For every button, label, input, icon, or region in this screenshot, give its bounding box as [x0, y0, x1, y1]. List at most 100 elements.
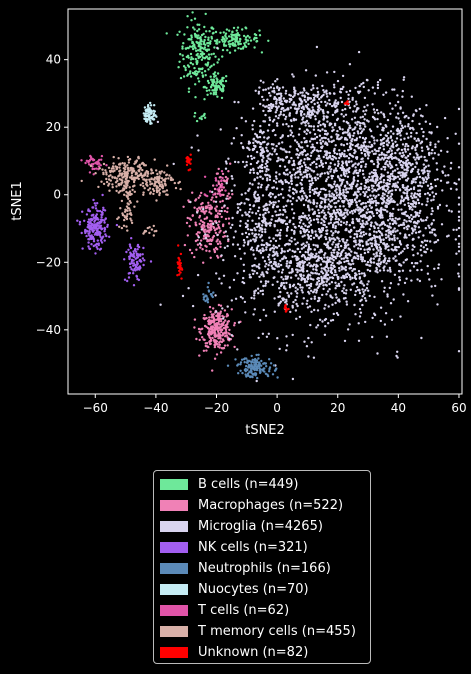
- data-point: [330, 257, 334, 260]
- data-point: [191, 304, 195, 308]
- data-point: [323, 223, 326, 227]
- data-point: [278, 347, 281, 351]
- data-point: [281, 188, 284, 191]
- data-point: [208, 223, 211, 226]
- data-point: [252, 137, 256, 140]
- data-point: [272, 250, 275, 253]
- data-point: [323, 276, 326, 279]
- data-point: [357, 209, 360, 212]
- data-point: [359, 193, 362, 196]
- data-point: [297, 282, 300, 286]
- data-point: [398, 270, 401, 273]
- data-point: [371, 242, 374, 245]
- data-point: [276, 254, 279, 257]
- data-point: [375, 252, 378, 255]
- data-point: [315, 234, 319, 237]
- data-point: [305, 173, 309, 176]
- data-point: [334, 293, 337, 296]
- data-point: [392, 257, 395, 260]
- data-point: [127, 276, 131, 279]
- data-point: [285, 222, 289, 226]
- data-point: [261, 256, 265, 259]
- data-point: [375, 108, 379, 112]
- data-point: [261, 219, 264, 223]
- data-point: [285, 335, 288, 338]
- data-point: [239, 208, 242, 212]
- data-point: [303, 158, 306, 161]
- data-point: [354, 162, 357, 165]
- data-point: [405, 225, 408, 229]
- data-point: [278, 173, 281, 176]
- data-point: [215, 77, 218, 80]
- data-point: [232, 26, 236, 30]
- data-point: [394, 104, 397, 107]
- data-point: [319, 173, 322, 176]
- data-point: [308, 286, 311, 290]
- data-point: [418, 279, 422, 283]
- data-point: [248, 182, 252, 185]
- data-point: [223, 344, 227, 347]
- data-point: [306, 169, 309, 172]
- data-point: [219, 87, 222, 91]
- data-point: [301, 261, 304, 264]
- data-point: [211, 369, 214, 372]
- data-point: [279, 290, 282, 294]
- data-point: [103, 239, 106, 242]
- data-point: [216, 61, 219, 64]
- data-point: [430, 131, 433, 134]
- data-point: [388, 257, 391, 260]
- data-point: [351, 283, 354, 286]
- data-point: [428, 131, 431, 134]
- data-point: [198, 354, 201, 357]
- data-point: [371, 316, 374, 320]
- data-point: [401, 166, 404, 169]
- data-point: [382, 165, 385, 169]
- data-point: [426, 169, 429, 173]
- data-point: [358, 291, 362, 295]
- data-point: [411, 208, 414, 211]
- data-point: [258, 267, 261, 270]
- data-point: [255, 353, 258, 357]
- data-point: [349, 288, 352, 291]
- data-point: [327, 208, 330, 211]
- data-point: [379, 306, 383, 309]
- data-point: [239, 38, 242, 41]
- data-point: [301, 176, 305, 179]
- data-point: [248, 141, 252, 145]
- data-point: [296, 256, 299, 259]
- data-point: [324, 100, 327, 104]
- data-point: [368, 172, 371, 175]
- data-point: [257, 233, 260, 236]
- data-point: [314, 230, 317, 233]
- data-point: [403, 203, 406, 206]
- data-point: [416, 170, 419, 174]
- data-point: [286, 275, 290, 278]
- data-point: [347, 129, 350, 133]
- data-point: [407, 225, 410, 228]
- data-point: [315, 218, 319, 221]
- data-point: [266, 268, 270, 271]
- data-point: [190, 19, 193, 22]
- data-point: [297, 107, 300, 110]
- data-point: [359, 247, 362, 251]
- data-point: [342, 238, 345, 241]
- data-point: [340, 276, 343, 279]
- data-point: [303, 141, 307, 144]
- data-point: [278, 217, 281, 220]
- data-point: [344, 161, 348, 164]
- data-point: [346, 328, 350, 331]
- data-point: [354, 86, 357, 90]
- data-point: [227, 35, 231, 38]
- data-point: [399, 200, 403, 203]
- data-point: [378, 265, 381, 268]
- data-point: [411, 167, 415, 171]
- data-point: [313, 176, 316, 180]
- data-point: [377, 249, 380, 252]
- data-point: [382, 137, 386, 140]
- data-point: [286, 249, 290, 253]
- data-point: [320, 279, 324, 282]
- data-point: [258, 275, 261, 278]
- data-point: [244, 41, 248, 44]
- plot-area: [67, 8, 463, 395]
- data-point: [218, 323, 221, 326]
